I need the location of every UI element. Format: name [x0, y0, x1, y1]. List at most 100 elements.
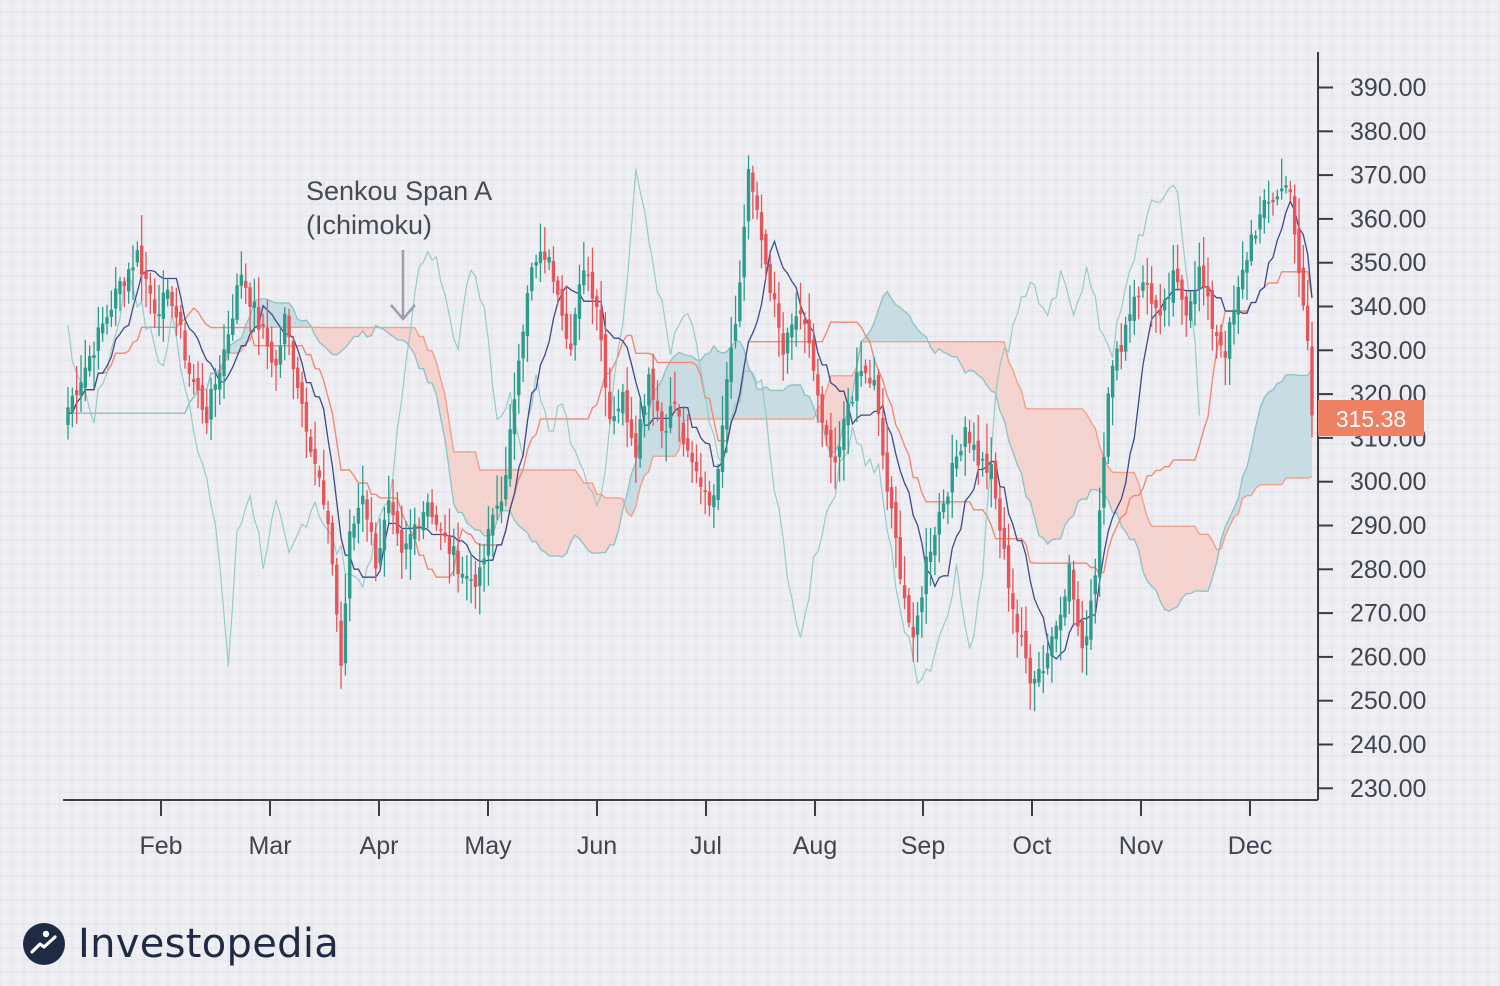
candle-body	[235, 285, 239, 320]
candle-body	[178, 311, 183, 325]
candle-body	[530, 267, 534, 291]
candle-body	[889, 487, 894, 509]
candle	[1258, 196, 1262, 244]
candle	[1123, 316, 1128, 361]
candle	[521, 324, 525, 383]
cloud-segment	[471, 451, 476, 531]
candle	[755, 181, 759, 220]
brand-name: Investopedia	[78, 921, 340, 967]
candle-body	[1262, 200, 1267, 219]
candle-body	[1097, 510, 1102, 578]
cloud-segment	[952, 341, 957, 357]
candle-body	[209, 388, 213, 420]
cloud-segment	[466, 451, 472, 527]
cloud-segment	[1030, 408, 1035, 519]
candle	[135, 241, 140, 267]
cloud-segment	[1090, 422, 1096, 490]
candle-body	[79, 382, 83, 396]
cloud-segment	[349, 327, 355, 343]
candle-body	[1171, 270, 1175, 303]
cloud-segment	[796, 384, 801, 419]
candle-body	[603, 334, 608, 388]
y-tick-label: 260.00	[1350, 643, 1426, 671]
candle-body	[239, 274, 244, 286]
cloud-segment	[332, 327, 337, 355]
candle-body	[959, 450, 963, 456]
candle-body	[733, 324, 738, 341]
candle	[434, 505, 439, 532]
arrow-head-icon	[390, 304, 416, 321]
candle	[764, 229, 768, 280]
candle	[1037, 651, 1041, 687]
candle	[1050, 627, 1054, 683]
candle-body	[1028, 657, 1032, 684]
candle	[1219, 324, 1223, 358]
candle	[443, 514, 447, 543]
candle-body	[1011, 593, 1015, 610]
candle	[569, 313, 573, 357]
candle	[677, 404, 681, 442]
candle-body	[690, 452, 694, 463]
candle-body	[560, 288, 564, 316]
cloud-segment	[427, 350, 433, 384]
cloud-segment	[609, 497, 615, 545]
candle-body	[1206, 286, 1210, 297]
candle	[222, 324, 226, 399]
cloud-segment	[787, 384, 792, 419]
candle-body	[447, 535, 452, 554]
candle	[1110, 359, 1115, 426]
candle-body	[1084, 636, 1089, 646]
candle-body	[452, 546, 456, 556]
candle	[1015, 599, 1019, 658]
candle-body	[365, 499, 369, 520]
candle-body	[473, 574, 478, 588]
candle-body	[222, 349, 226, 377]
cloud-segment	[1233, 498, 1239, 518]
candle-body	[231, 318, 235, 335]
cloud-segment	[575, 469, 580, 539]
cloud-segment	[869, 322, 875, 342]
candle	[1080, 600, 1084, 673]
candle	[1167, 272, 1171, 327]
candle-body	[1132, 296, 1136, 321]
cloud-segment	[1268, 389, 1273, 485]
candle-body	[1288, 189, 1293, 193]
candle-body	[1227, 322, 1232, 359]
candle-body	[135, 250, 140, 263]
candle-body	[1054, 625, 1058, 640]
candle-body	[707, 491, 712, 506]
candle-body	[751, 172, 755, 192]
candle-body	[1158, 309, 1162, 316]
candle	[1045, 633, 1050, 675]
candle	[105, 304, 109, 335]
candle	[820, 386, 824, 447]
candle	[612, 396, 616, 435]
candle	[330, 515, 335, 576]
cloud-segment	[562, 469, 567, 557]
candle	[738, 260, 742, 328]
candle-body	[941, 503, 946, 513]
candle-body	[772, 293, 777, 300]
candle	[96, 306, 101, 370]
x-tick-label: Mar	[248, 832, 291, 860]
candle-body	[274, 358, 278, 366]
cloud-segment	[458, 451, 463, 513]
candle	[231, 294, 235, 342]
candle-body	[1089, 600, 1093, 640]
y-tick-label: 350.00	[1350, 249, 1426, 277]
candle	[920, 586, 924, 638]
candle	[430, 489, 434, 525]
cloud-segment	[588, 482, 593, 554]
candle	[391, 479, 395, 535]
candle	[859, 341, 863, 387]
cloud-segment	[1246, 448, 1252, 496]
candle-body	[876, 374, 881, 415]
candle-body	[126, 269, 131, 292]
cloud-segment	[692, 356, 697, 419]
candle	[595, 289, 599, 331]
candle	[1058, 596, 1063, 661]
candle-body	[309, 436, 313, 453]
candle-body	[1292, 196, 1297, 235]
brand-logo[interactable]: Investopedia	[22, 916, 339, 972]
cloud-segment	[605, 497, 610, 553]
